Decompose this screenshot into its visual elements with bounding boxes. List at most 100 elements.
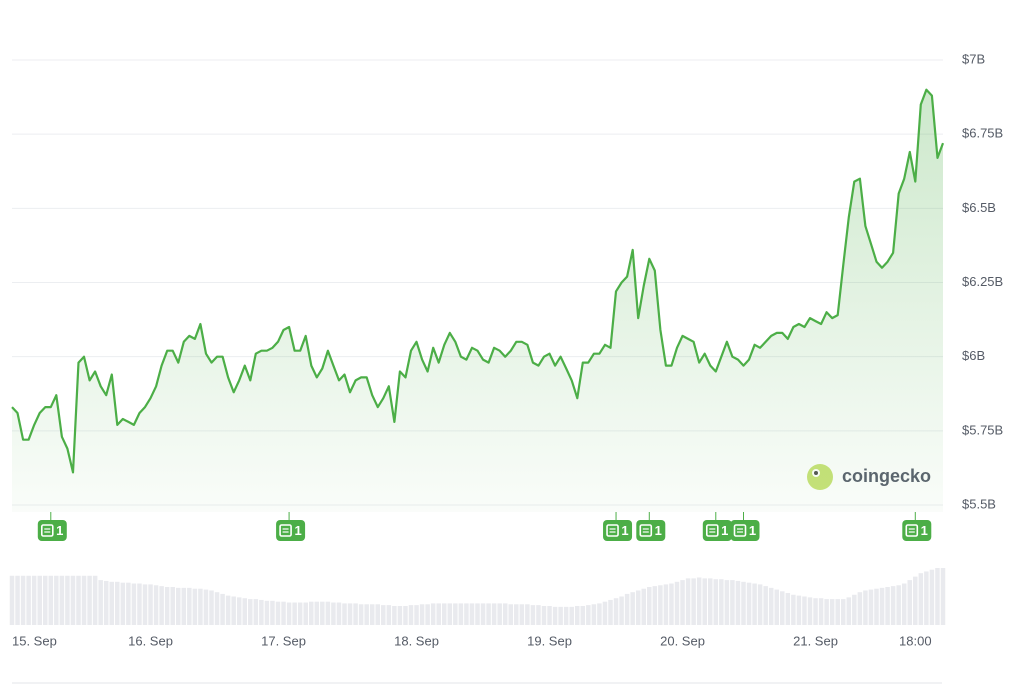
news-marker[interactable]: 1 <box>276 512 306 541</box>
volume-bar <box>757 584 763 625</box>
volume-bar <box>502 603 508 625</box>
news-marker[interactable]: 1 <box>730 512 760 541</box>
volume-bar <box>231 596 236 625</box>
news-marker[interactable]: 1 <box>37 512 67 541</box>
news-count: 1 <box>921 523 928 538</box>
volume-bar <box>563 606 569 625</box>
volume-bar <box>658 585 663 625</box>
volume-bar <box>613 598 619 625</box>
volume-bar <box>170 587 175 625</box>
volume-bar <box>242 598 248 625</box>
volume-bar <box>469 603 475 625</box>
news-marker[interactable]: 1 <box>702 512 732 541</box>
volume-bar <box>381 605 386 625</box>
volume-bar <box>181 587 187 625</box>
volume-bar <box>65 575 70 625</box>
volume-bar <box>253 599 259 625</box>
volume-bar <box>863 590 868 625</box>
volume-bar <box>519 604 525 625</box>
volume-bar <box>37 575 42 625</box>
volume-bar <box>907 580 913 625</box>
volume-bar <box>275 601 281 625</box>
volume-bar <box>691 578 696 625</box>
volume-bar <box>42 575 48 625</box>
volume-bar <box>458 603 464 625</box>
volume-bar <box>9 575 15 625</box>
volume-bar <box>159 586 164 625</box>
volume-bar <box>109 581 115 625</box>
news-count: 1 <box>749 523 756 538</box>
news-marker[interactable]: 1 <box>636 512 666 541</box>
news-icon <box>279 524 292 537</box>
volume-bar <box>281 601 286 625</box>
volume-bar <box>20 575 26 625</box>
news-icon <box>606 524 619 537</box>
volume-bar <box>453 603 458 625</box>
volume-bar <box>813 598 818 625</box>
volume-bar <box>480 603 486 625</box>
volume-bar <box>115 581 120 625</box>
volume-bar <box>447 603 453 625</box>
volume-bar <box>220 593 225 625</box>
x-tick-label: 21. Sep <box>793 633 838 648</box>
volume-bar <box>768 587 774 625</box>
volume-bar <box>486 603 491 625</box>
volume-bar <box>331 602 336 625</box>
y-tick-label: $6B <box>962 348 985 363</box>
volume-bar <box>619 596 624 625</box>
volume-bar <box>425 604 430 625</box>
volume-bar <box>54 575 59 625</box>
volume-bar <box>153 585 159 625</box>
volume-bar <box>885 587 890 625</box>
x-tick-label: 17. Sep <box>261 633 306 648</box>
volume-bar <box>386 605 392 625</box>
volume-bar <box>148 584 153 625</box>
volume-bar <box>774 589 780 625</box>
y-tick-label: $6.25B <box>962 274 1003 289</box>
volume-bar <box>901 583 907 625</box>
volume-bar <box>752 583 757 625</box>
y-tick-label: $6.5B <box>962 200 996 215</box>
volume-bar <box>408 605 414 625</box>
price-line <box>11 88 945 474</box>
volume-bar <box>375 604 381 625</box>
volume-bar <box>602 601 608 625</box>
volume-bar <box>730 580 735 625</box>
volume-bar <box>508 604 514 625</box>
volume-bar <box>131 583 137 625</box>
news-marker[interactable]: 1 <box>902 512 932 541</box>
y-tick-label: $5.75B <box>962 422 1003 437</box>
news-marker[interactable]: 1 <box>603 512 633 541</box>
volume-bar <box>674 581 680 625</box>
volume-bar <box>414 605 419 625</box>
volume-bar <box>264 600 270 625</box>
volume-bar <box>530 605 536 625</box>
volume-bar <box>320 601 325 625</box>
volume-bar <box>685 578 691 625</box>
volume-bar <box>297 602 303 625</box>
volume-bar <box>164 587 170 625</box>
volume-bar <box>430 603 436 625</box>
volume-bar <box>292 602 297 625</box>
volume-bar <box>868 589 874 625</box>
volume-bar <box>663 584 669 625</box>
volume-bar <box>802 596 807 625</box>
volume-bar <box>436 603 441 625</box>
volume-bar <box>874 588 879 625</box>
news-count: 1 <box>721 523 728 538</box>
volume-bar <box>347 603 353 625</box>
volume-bar <box>26 575 31 625</box>
news-icon <box>639 524 653 537</box>
volume-bar <box>236 597 242 625</box>
volume-bar <box>358 604 364 625</box>
volume-bar <box>785 593 791 625</box>
volume-bar <box>87 575 92 625</box>
volume-bar <box>829 599 835 625</box>
x-tick-label: 18. Sep <box>394 633 439 648</box>
volume-bar <box>630 592 635 625</box>
y-tick-label: $7B <box>962 51 985 66</box>
news-icon <box>733 524 747 537</box>
volume-bar <box>92 575 98 625</box>
news-icon <box>40 524 54 537</box>
